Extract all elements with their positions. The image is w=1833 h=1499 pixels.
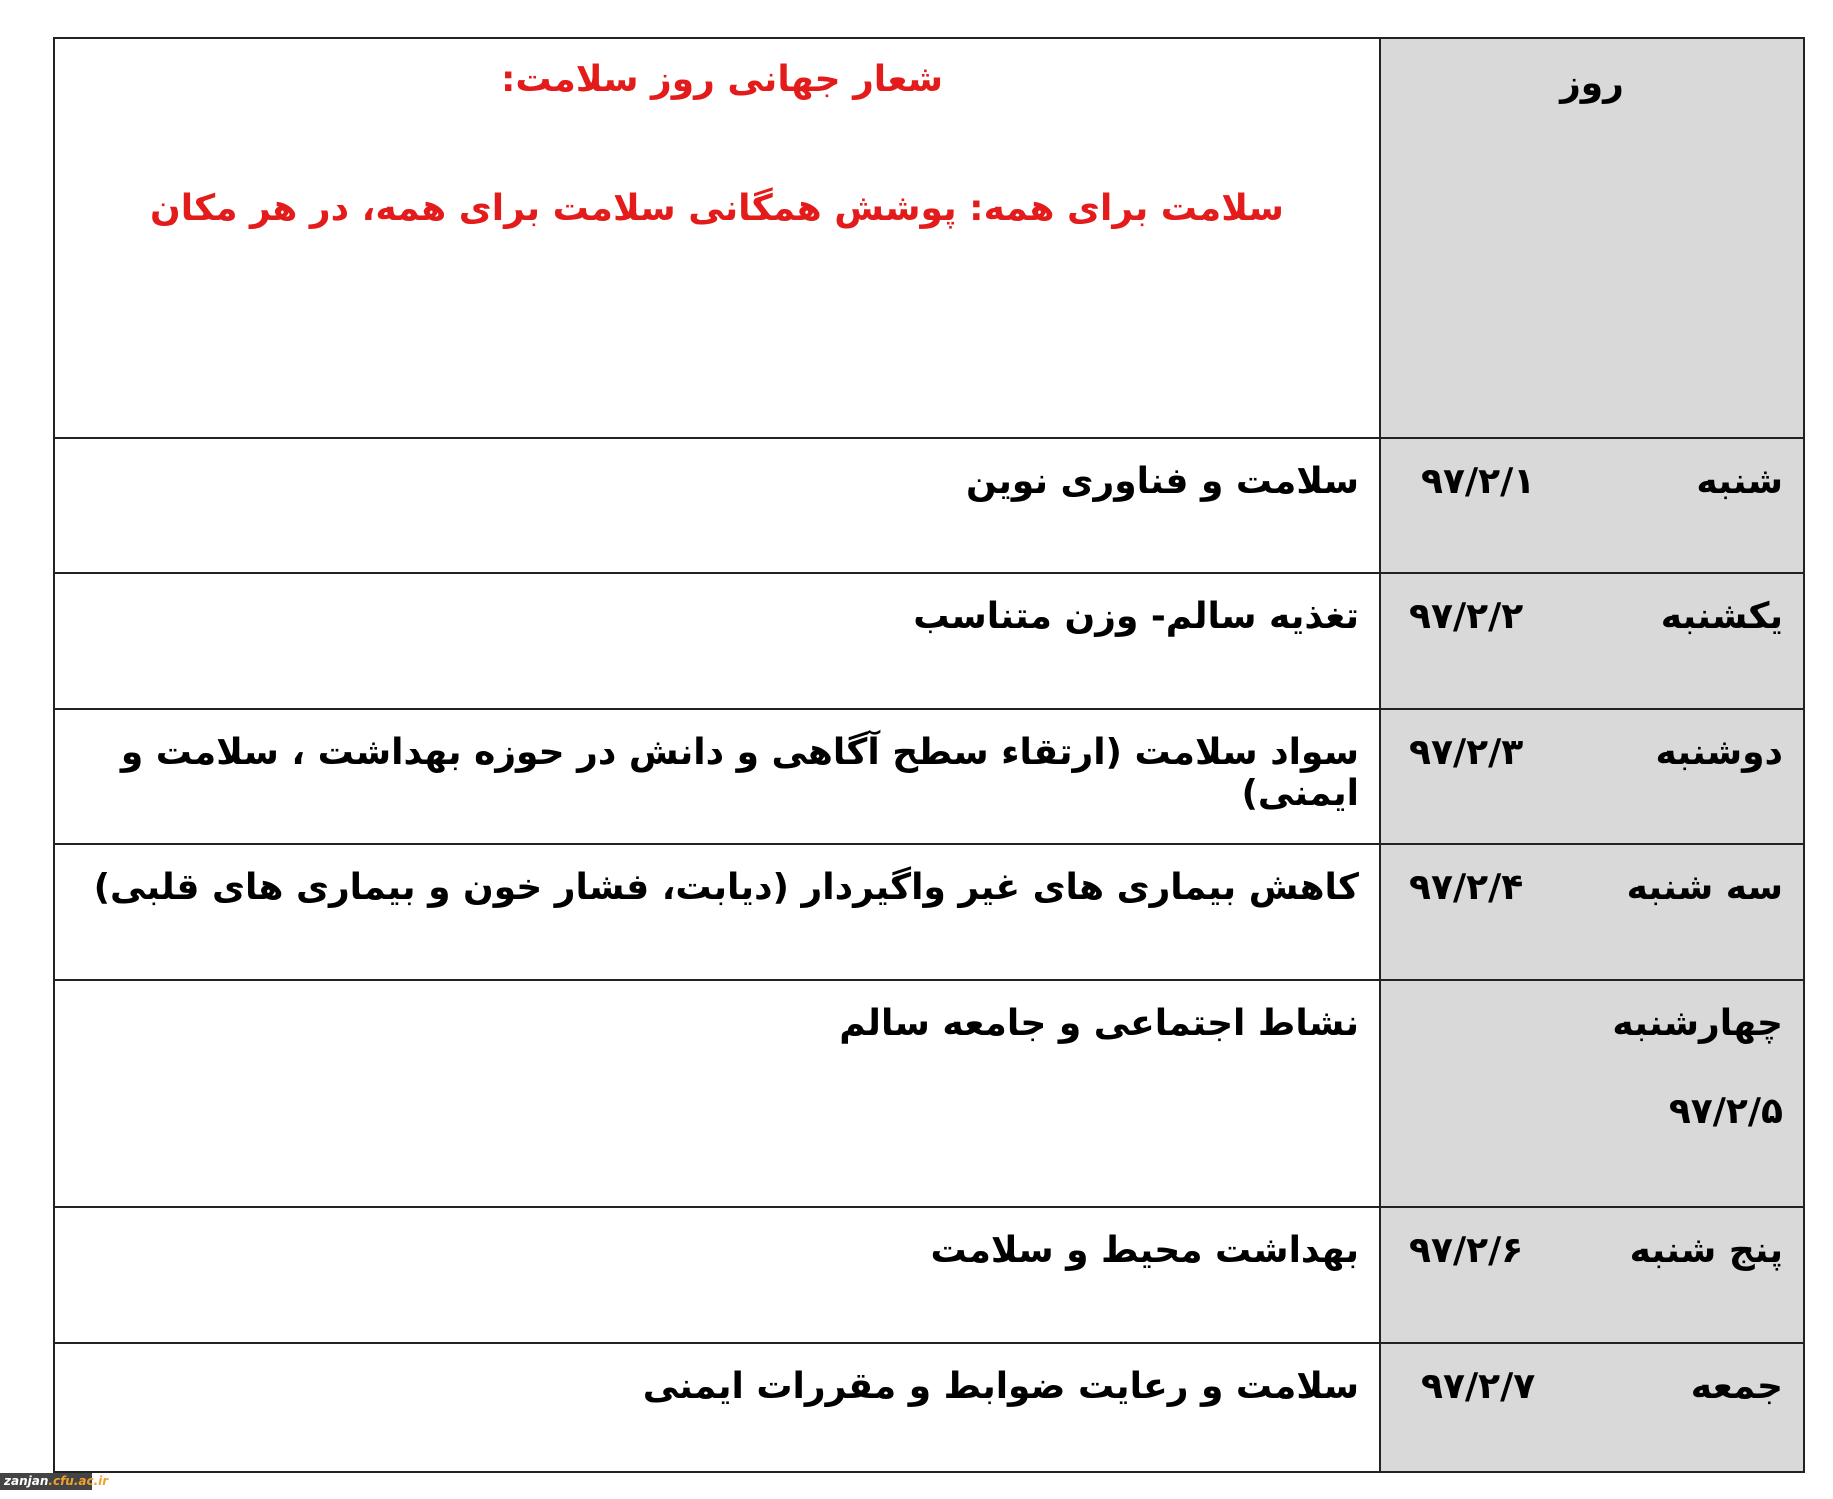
day-cell: شنبه ۹۷/۲/۱	[1379, 437, 1805, 574]
topic-text: کاهش بیماری های غیر واگیردار (دیابت، فشا…	[93, 867, 1359, 908]
day-name: سه شنبه	[1626, 867, 1783, 908]
day-name: دوشنبه	[1655, 732, 1783, 773]
day-cell: یکشنبه ۹۷/۲/۲	[1379, 572, 1805, 710]
topic-text: تغذیه سالم- وزن متناسب	[913, 596, 1359, 637]
topic-text: سلامت و فناوری نوین	[966, 461, 1359, 502]
topic-cell: کاهش بیماری های غیر واگیردار (دیابت، فشا…	[53, 843, 1381, 981]
day-name: چهارشنبه	[1612, 1003, 1783, 1044]
watermark: zanjan.cfu.ac.ir	[0, 1473, 108, 1490]
topic-cell: سلامت و فناوری نوین	[53, 437, 1381, 574]
day-date: ۹۷/۲/۶	[1409, 1230, 1524, 1271]
day-cell: سه شنبه ۹۷/۲/۴	[1379, 843, 1805, 981]
table-row: یکشنبه ۹۷/۲/۲ تغذیه سالم- وزن متناسب	[53, 572, 1805, 710]
topic-text: بهداشت محیط و سلامت	[930, 1230, 1359, 1271]
day-date: ۹۷/۲/۲	[1409, 596, 1524, 637]
slogan-cell: شعار جهانی روز سلامت: سلامت برای همه: پو…	[53, 37, 1381, 439]
day-cell: جمعه ۹۷/۲/۷	[1379, 1342, 1805, 1473]
table-row: شنبه ۹۷/۲/۱ سلامت و فناوری نوین	[53, 437, 1805, 574]
slogan-title: شعار جهانی روز سلامت:	[500, 59, 944, 100]
header-row: روز شعار جهانی روز سلامت: سلامت برای همه…	[53, 37, 1805, 439]
topic-cell: سواد سلامت (ارتقاء سطح آگاهی و دانش در ح…	[53, 708, 1381, 845]
health-week-table: روز شعار جهانی روز سلامت: سلامت برای همه…	[53, 37, 1805, 1473]
day-date: ۹۷/۲/۵	[1668, 1091, 1783, 1132]
day-name: پنج شنبه	[1629, 1230, 1783, 1271]
watermark-part1: zanjan	[4, 1474, 49, 1488]
day-header-cell: روز	[1379, 37, 1805, 439]
day-column-header: روز	[1560, 63, 1624, 104]
day-date: ۹۷/۲/۷	[1421, 1366, 1536, 1407]
day-cell: چهارشنبه ۹۷/۲/۵	[1379, 979, 1805, 1208]
day-name: شنبه	[1696, 461, 1783, 502]
day-date: ۹۷/۲/۳	[1409, 732, 1524, 773]
day-date: ۹۷/۲/۱	[1421, 461, 1536, 502]
topic-cell: نشاط اجتماعی و جامعه سالم	[53, 979, 1381, 1208]
table-row: دوشنبه ۹۷/۲/۳ سواد سلامت (ارتقاء سطح آگاه…	[53, 708, 1805, 845]
day-cell: پنج شنبه ۹۷/۲/۶	[1379, 1206, 1805, 1344]
slogan-text: سلامت برای همه: پوشش همگانی سلامت برای ه…	[150, 188, 1284, 229]
table-row: جمعه ۹۷/۲/۷ سلامت و رعایت ضوابط و مقررات …	[53, 1342, 1805, 1473]
topic-text: سواد سلامت (ارتقاء سطح آگاهی و دانش در ح…	[120, 732, 1359, 814]
watermark-part2: .cfu.ac.ir	[48, 1474, 109, 1488]
topic-text: نشاط اجتماعی و جامعه سالم	[839, 1003, 1359, 1044]
day-name: جمعه	[1690, 1366, 1783, 1407]
day-date: ۹۷/۲/۴	[1409, 867, 1524, 908]
table-row: چهارشنبه ۹۷/۲/۵ نشاط اجتماعی و جامعه سالم	[53, 979, 1805, 1208]
table-row: پنج شنبه ۹۷/۲/۶ بهداشت محیط و سلامت	[53, 1206, 1805, 1344]
topic-text: سلامت و رعایت ضوابط و مقررات ایمنی	[642, 1366, 1359, 1407]
topic-cell: سلامت و رعایت ضوابط و مقررات ایمنی	[53, 1342, 1381, 1473]
topic-cell: تغذیه سالم- وزن متناسب	[53, 572, 1381, 710]
topic-cell: بهداشت محیط و سلامت	[53, 1206, 1381, 1344]
day-name: یکشنبه	[1660, 596, 1783, 637]
table-row: سه شنبه ۹۷/۲/۴ کاهش بیماری های غیر واگیرد…	[53, 843, 1805, 981]
day-cell: دوشنبه ۹۷/۲/۳	[1379, 708, 1805, 845]
